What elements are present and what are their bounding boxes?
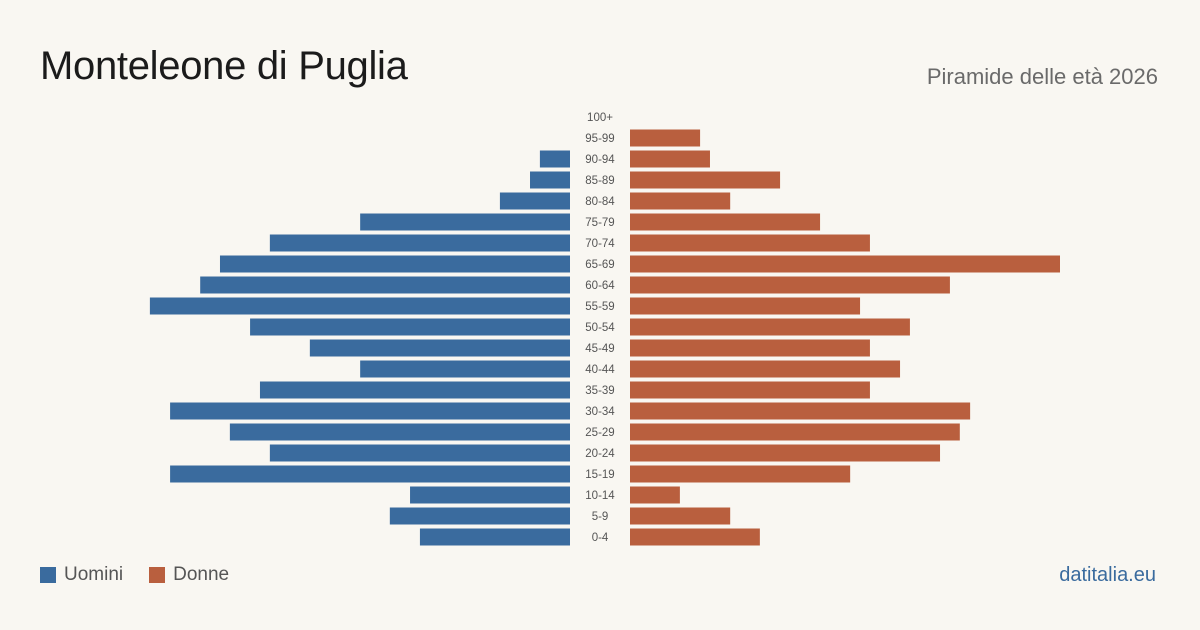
bar-men-0-4	[419, 528, 570, 546]
bar-men-30-34	[170, 402, 570, 420]
age-label-75-79: 75-79	[585, 217, 614, 229]
bar-women-55-59	[630, 297, 861, 315]
bar-men-70-74	[269, 234, 570, 252]
bar-women-80-84	[630, 192, 731, 210]
bar-women-20-24	[630, 444, 941, 462]
age-label-0-4: 0-4	[592, 532, 609, 544]
legend-item-women: Donne	[149, 564, 229, 586]
age-label-65-69: 65-69	[585, 259, 614, 271]
bar-men-60-64	[200, 276, 570, 294]
age-label-80-84: 80-84	[585, 196, 615, 208]
bar-men-85-89	[530, 171, 570, 189]
bar-women-25-29	[630, 423, 960, 441]
legend-swatch-men	[40, 567, 56, 583]
bar-men-45-49	[309, 339, 570, 357]
bar-men-75-79	[360, 213, 570, 231]
bar-women-70-74	[630, 234, 870, 252]
legend-label-women: Donne	[173, 564, 230, 585]
age-label-30-34: 30-34	[585, 406, 615, 418]
legend-label-men: Uomini	[64, 564, 124, 585]
age-label-50-54: 50-54	[585, 322, 615, 334]
bar-men-5-9	[389, 507, 570, 525]
source-link[interactable]: datitalia.eu	[1059, 564, 1156, 586]
bar-men-15-19	[170, 465, 570, 483]
bar-women-90-94	[630, 150, 710, 168]
age-label-55-59: 55-59	[585, 301, 614, 313]
age-label-100+: 100+	[587, 112, 613, 124]
bar-men-10-14	[410, 486, 570, 504]
bar-men-25-29	[229, 423, 570, 441]
legend-item-men: Uomini	[40, 564, 123, 586]
bar-women-15-19	[630, 465, 851, 483]
bar-men-40-44	[360, 360, 570, 378]
bar-men-65-69	[219, 255, 571, 273]
bar-women-45-49	[630, 339, 870, 357]
chart-title: Monteleone di Puglia	[40, 44, 408, 88]
age-label-15-19: 15-19	[585, 469, 614, 481]
bar-men-55-59	[149, 297, 570, 315]
age-label-60-64: 60-64	[585, 280, 615, 292]
bar-women-35-39	[630, 381, 870, 399]
bar-women-5-9	[630, 507, 731, 525]
bar-women-10-14	[630, 486, 680, 504]
bar-women-0-4	[630, 528, 760, 546]
bar-men-90-94	[539, 150, 570, 168]
age-label-35-39: 35-39	[585, 385, 614, 397]
legend-swatch-women	[149, 567, 166, 583]
bar-women-40-44	[630, 360, 901, 378]
age-label-5-9: 5-9	[592, 511, 609, 523]
bar-men-35-39	[259, 381, 570, 399]
legend: Uomini Donne	[40, 564, 229, 586]
bar-men-50-54	[250, 318, 570, 336]
bar-men-80-84	[499, 192, 570, 210]
bar-women-85-89	[630, 171, 781, 189]
chart-subtitle: Piramide delle età 2026	[926, 64, 1158, 89]
age-label-25-29: 25-29	[585, 427, 614, 439]
age-label-10-14: 10-14	[585, 490, 615, 502]
bar-women-95-99	[630, 129, 701, 147]
bar-women-65-69	[630, 255, 1060, 273]
age-label-40-44: 40-44	[585, 364, 615, 376]
age-label-85-89: 85-89	[585, 175, 614, 187]
age-label-45-49: 45-49	[585, 343, 614, 355]
age-label-20-24: 20-24	[585, 448, 615, 460]
age-label-70-74: 70-74	[585, 238, 615, 250]
bar-women-60-64	[630, 276, 950, 294]
bar-women-75-79	[630, 213, 821, 231]
bar-women-50-54	[630, 318, 910, 336]
age-label-90-94: 90-94	[585, 154, 615, 166]
bar-women-30-34	[630, 402, 971, 420]
bar-men-20-24	[269, 444, 570, 462]
age-label-95-99: 95-99	[585, 133, 614, 145]
